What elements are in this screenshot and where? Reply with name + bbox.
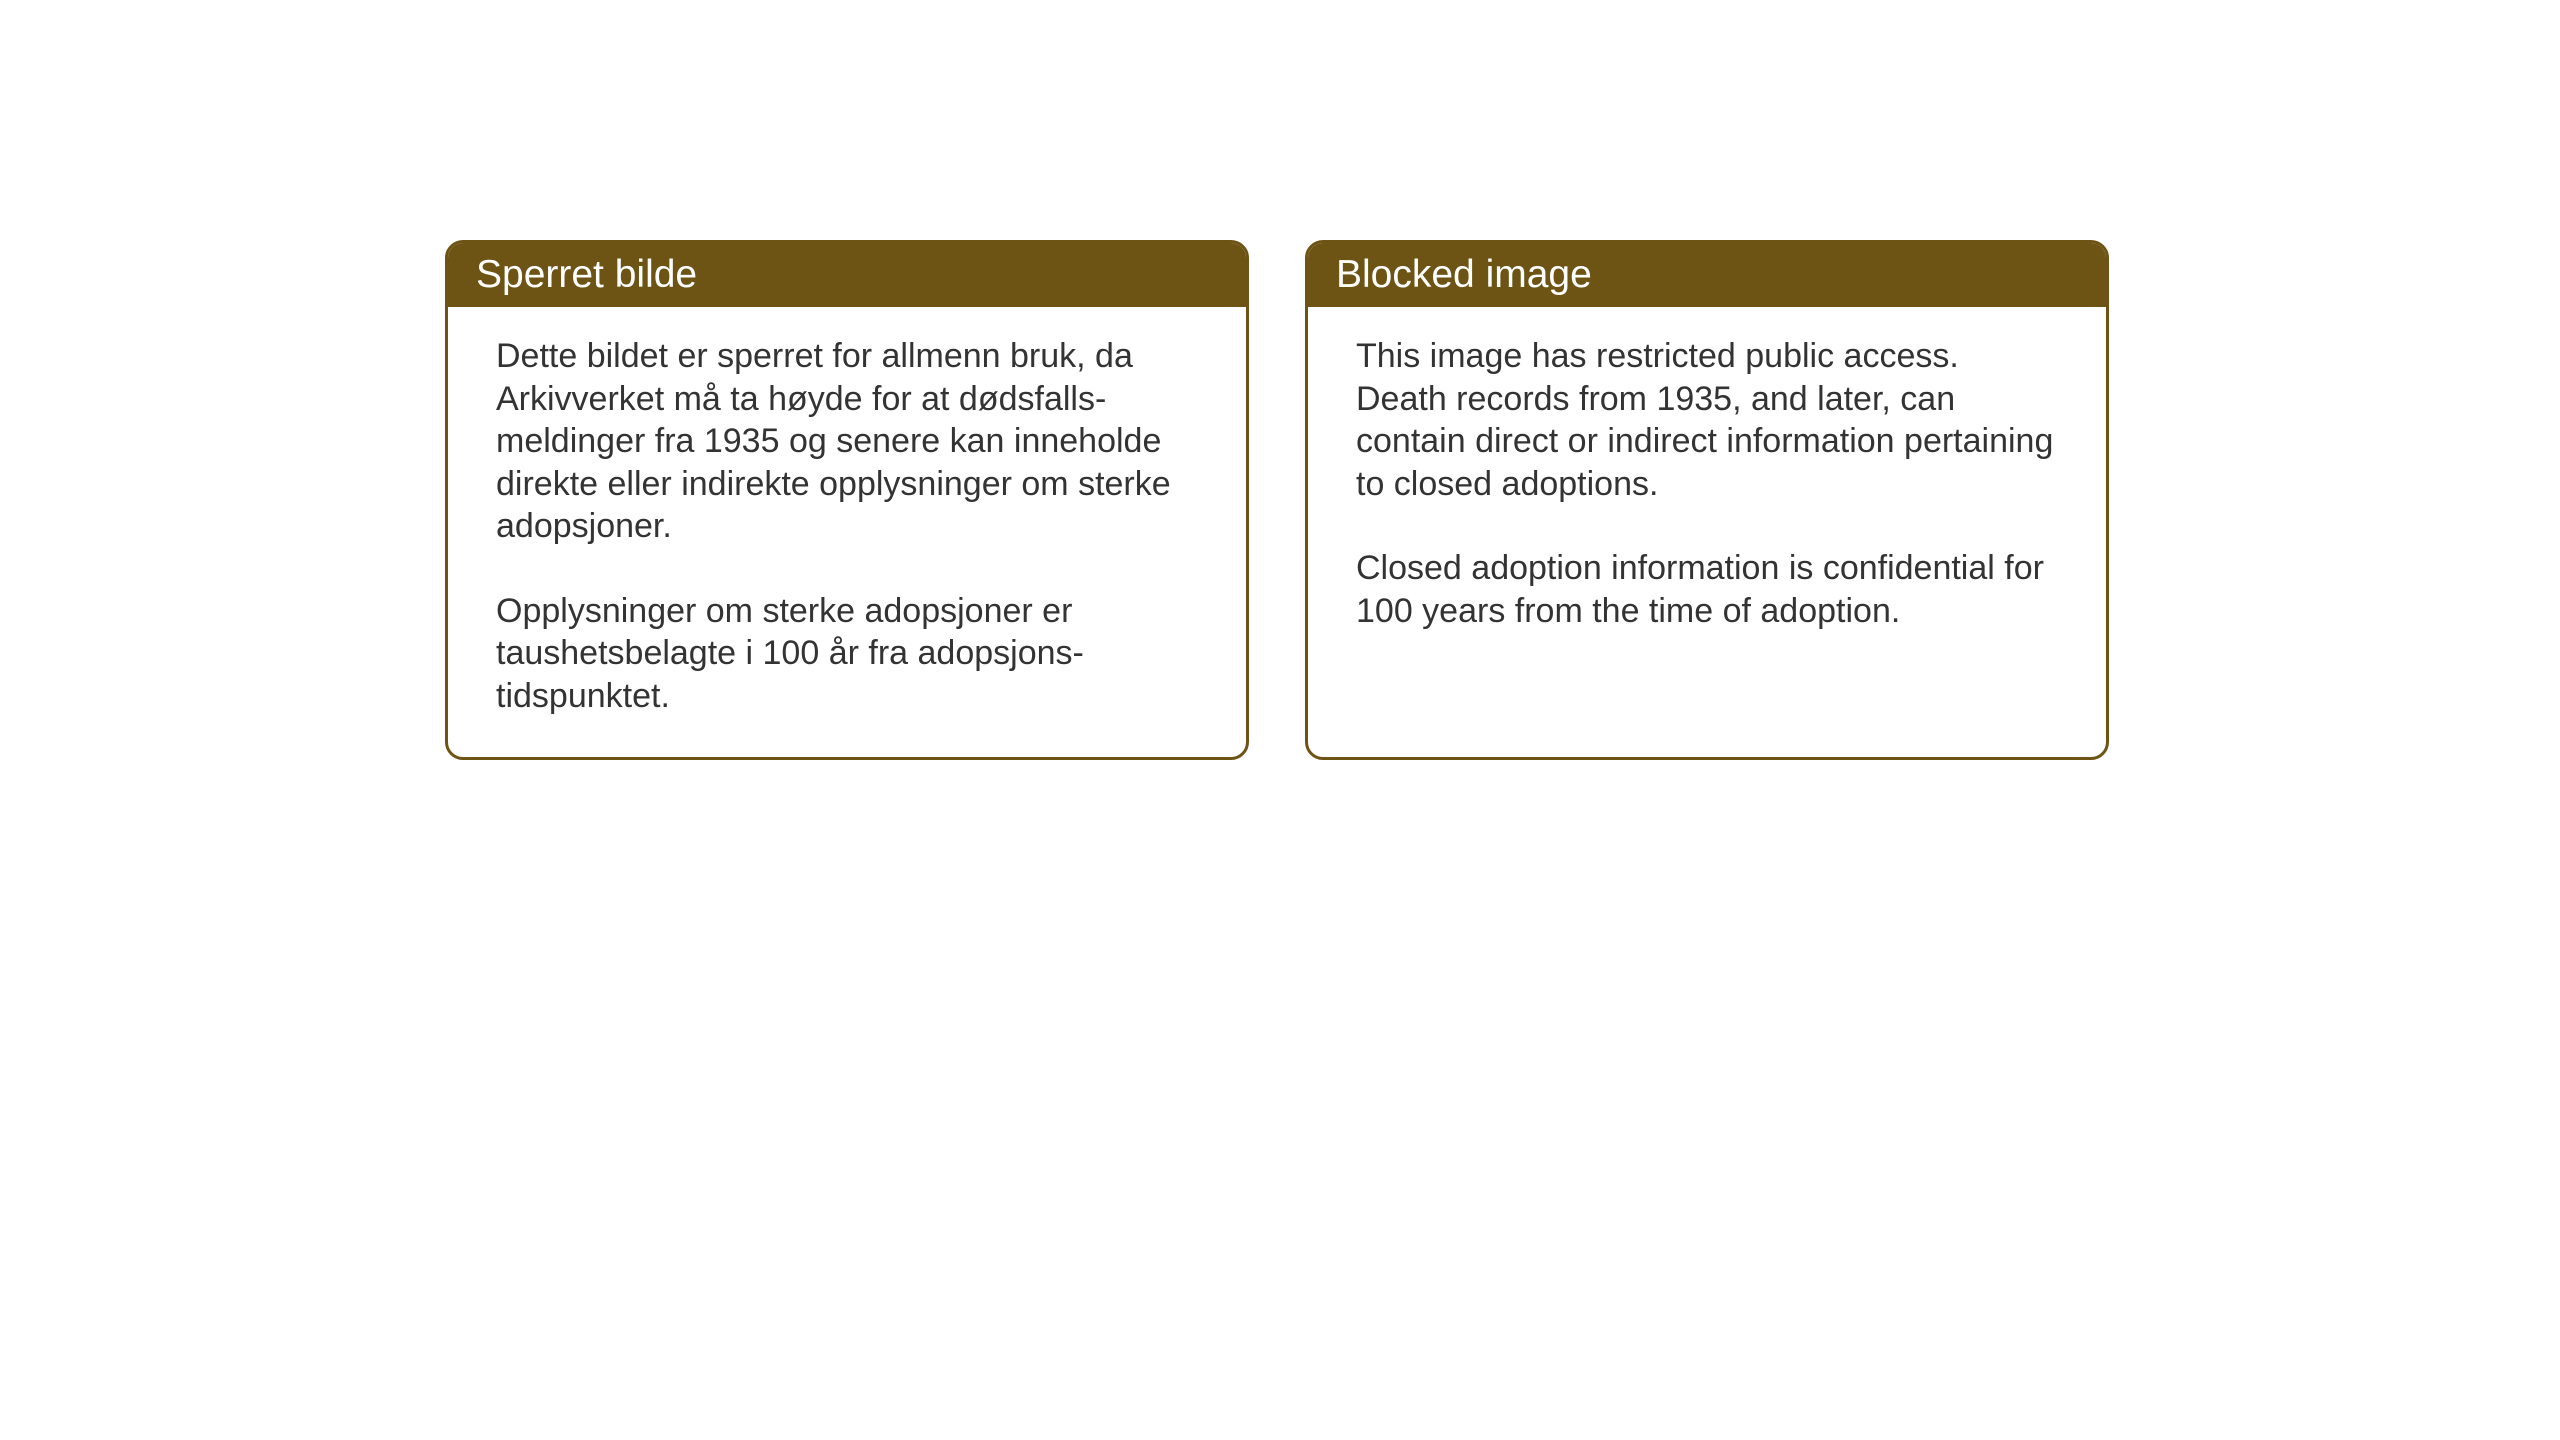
notice-header-english: Blocked image [1308,243,2106,307]
notice-container: Sperret bilde Dette bildet er sperret fo… [445,240,2109,760]
notice-paragraph-1-english: This image has restricted public access.… [1356,335,2058,505]
notice-card-english: Blocked image This image has restricted … [1305,240,2109,760]
notice-header-norwegian: Sperret bilde [448,243,1246,307]
notice-paragraph-2-english: Closed adoption information is confident… [1356,547,2058,632]
notice-paragraph-1-norwegian: Dette bildet er sperret for allmenn bruk… [496,335,1198,548]
notice-body-norwegian: Dette bildet er sperret for allmenn bruk… [448,307,1246,757]
notice-paragraph-2-norwegian: Opplysninger om sterke adopsjoner er tau… [496,590,1198,718]
notice-body-english: This image has restricted public access.… [1308,307,2106,672]
notice-title-norwegian: Sperret bilde [476,253,697,296]
notice-card-norwegian: Sperret bilde Dette bildet er sperret fo… [445,240,1249,760]
notice-title-english: Blocked image [1336,253,1592,296]
